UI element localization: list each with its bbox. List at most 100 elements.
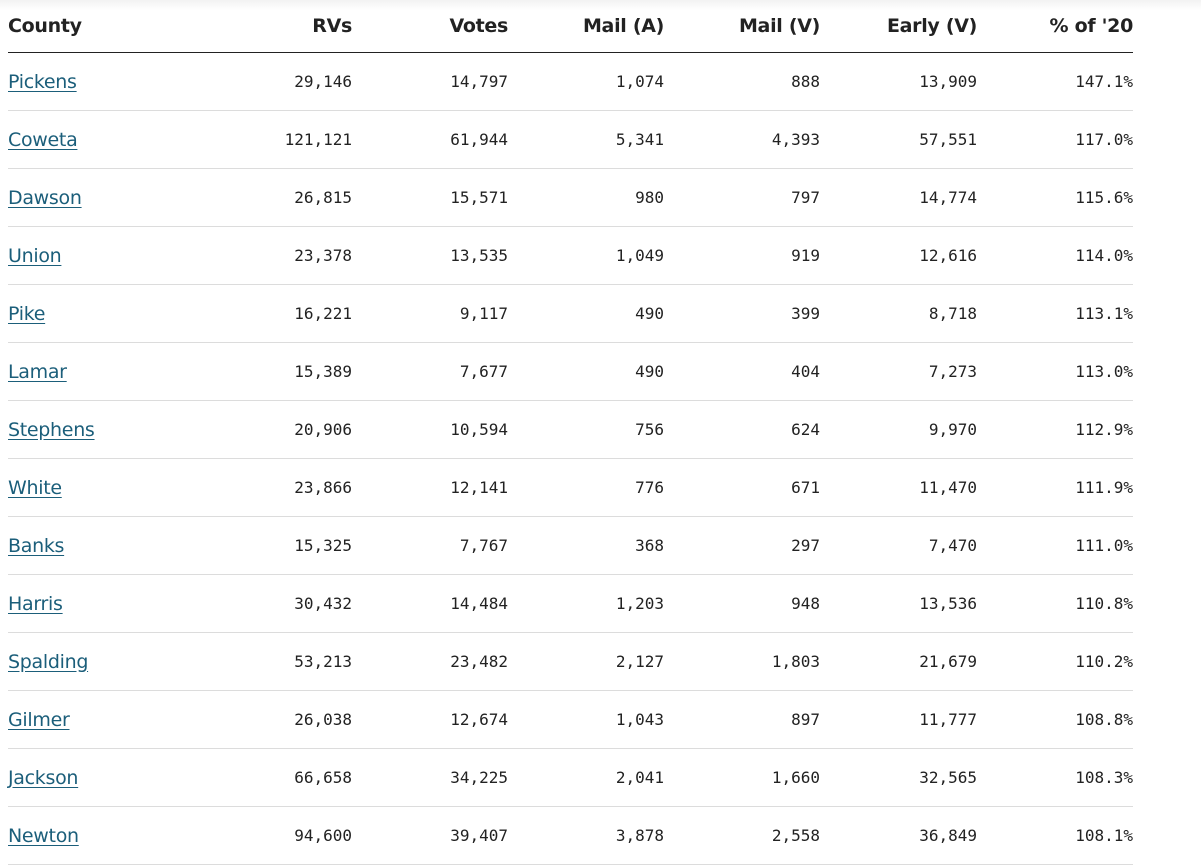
county-link[interactable]: Union [8, 244, 62, 267]
table-row: Pickens 29,146 14,797 1,074 888 13,909 147.1% [8, 52, 1133, 111]
cell-rvs: 23,866 [196, 458, 352, 517]
cell-county: Union [8, 226, 196, 285]
cell-mail-applied: 1,049 [508, 226, 664, 285]
table-row: Newton 94,600 39,407 3,878 2,558 36,849 108.1% [8, 806, 1133, 865]
column-header-pct-of-2020[interactable]: % of '20 [977, 0, 1133, 53]
cell-pct-of-2020: 108.8% [977, 690, 1133, 749]
cell-votes: 15,571 [352, 168, 508, 227]
county-link[interactable]: Pike [8, 302, 46, 325]
cell-mail-applied: 1,074 [508, 52, 664, 111]
cell-mail-applied: 1,043 [508, 690, 664, 749]
cell-pct-of-2020: 112.9% [977, 400, 1133, 459]
cell-mail-applied: 756 [508, 400, 664, 459]
column-header-county[interactable]: County [8, 0, 196, 53]
cell-mail-applied: 490 [508, 284, 664, 343]
cell-rvs: 23,378 [196, 226, 352, 285]
cell-county: Harris [8, 574, 196, 633]
county-link[interactable]: Banks [8, 534, 65, 557]
table-row: Banks 15,325 7,767 368 297 7,470 111.0% [8, 516, 1133, 575]
county-link[interactable]: Harris [8, 592, 63, 615]
cell-mail-applied: 980 [508, 168, 664, 227]
cell-votes: 13,535 [352, 226, 508, 285]
cell-votes: 9,117 [352, 284, 508, 343]
cell-pct-of-2020: 147.1% [977, 52, 1133, 111]
cell-votes: 23,482 [352, 632, 508, 691]
cell-county: Coweta [8, 110, 196, 169]
cell-early-voted: 36,849 [820, 806, 977, 865]
table-row: White 23,866 12,141 776 671 11,470 111.9% [8, 458, 1133, 517]
cell-votes: 39,407 [352, 806, 508, 865]
cell-rvs: 94,600 [196, 806, 352, 865]
cell-mail-applied: 2,041 [508, 748, 664, 807]
cell-early-voted: 7,470 [820, 516, 977, 575]
cell-rvs: 29,146 [196, 52, 352, 111]
table-header: County RVs Votes Mail (A) Mail (V) Early… [8, 0, 1133, 53]
table-row: Gilmer 26,038 12,674 1,043 897 11,777 108.8% [8, 690, 1133, 749]
cell-votes: 61,944 [352, 110, 508, 169]
cell-rvs: 15,325 [196, 516, 352, 575]
county-link[interactable]: Newton [8, 824, 79, 847]
cell-votes: 10,594 [352, 400, 508, 459]
county-link[interactable]: Gilmer [8, 708, 70, 731]
cell-mail-applied: 3,878 [508, 806, 664, 865]
table-row: Pike 16,221 9,117 490 399 8,718 113.1% [8, 284, 1133, 343]
cell-county: Lamar [8, 342, 196, 401]
cell-county: Gilmer [8, 690, 196, 749]
cell-early-voted: 8,718 [820, 284, 977, 343]
column-header-rvs[interactable]: RVs [196, 0, 352, 53]
cell-county: Jackson [8, 748, 196, 807]
cell-early-voted: 7,273 [820, 342, 977, 401]
cell-votes: 12,141 [352, 458, 508, 517]
cell-pct-of-2020: 111.0% [977, 516, 1133, 575]
cell-mail-voted: 624 [664, 400, 820, 459]
cell-early-voted: 13,536 [820, 574, 977, 633]
column-header-mail-voted[interactable]: Mail (V) [664, 0, 820, 53]
cell-mail-applied: 5,341 [508, 110, 664, 169]
cell-mail-voted: 2,558 [664, 806, 820, 865]
county-link[interactable]: Coweta [8, 128, 78, 151]
cell-votes: 14,797 [352, 52, 508, 111]
cell-county: Stephens [8, 400, 196, 459]
cell-pct-of-2020: 108.3% [977, 748, 1133, 807]
county-link[interactable]: Spalding [8, 650, 89, 673]
cell-mail-voted: 948 [664, 574, 820, 633]
header-row: County RVs Votes Mail (A) Mail (V) Early… [8, 0, 1133, 53]
column-header-early-voted[interactable]: Early (V) [820, 0, 977, 53]
table-body: Pickens 29,146 14,797 1,074 888 13,909 147.1% C… [8, 52, 1133, 865]
cell-early-voted: 11,777 [820, 690, 977, 749]
cell-pct-of-2020: 117.0% [977, 110, 1133, 169]
column-header-mail-applied[interactable]: Mail (A) [508, 0, 664, 53]
county-link[interactable]: White [8, 476, 62, 499]
cell-mail-voted: 399 [664, 284, 820, 343]
table-row: Stephens 20,906 10,594 756 624 9,970 112.9% [8, 400, 1133, 459]
cell-rvs: 26,815 [196, 168, 352, 227]
cell-votes: 34,225 [352, 748, 508, 807]
column-header-votes[interactable]: Votes [352, 0, 508, 53]
cell-mail-applied: 368 [508, 516, 664, 575]
county-link[interactable]: Dawson [8, 186, 82, 209]
cell-early-voted: 57,551 [820, 110, 977, 169]
cell-rvs: 15,389 [196, 342, 352, 401]
table-row: Union 23,378 13,535 1,049 919 12,616 114.0% [8, 226, 1133, 285]
county-link[interactable]: Jackson [8, 766, 79, 789]
county-link[interactable]: Stephens [8, 418, 95, 441]
cell-mail-voted: 797 [664, 168, 820, 227]
table-row: Harris 30,432 14,484 1,203 948 13,536 110.8% [8, 574, 1133, 633]
cell-county: Spalding [8, 632, 196, 691]
cell-mail-voted: 671 [664, 458, 820, 517]
cell-mail-voted: 888 [664, 52, 820, 111]
cell-rvs: 121,121 [196, 110, 352, 169]
cell-mail-applied: 490 [508, 342, 664, 401]
cell-rvs: 26,038 [196, 690, 352, 749]
cell-early-voted: 14,774 [820, 168, 977, 227]
cell-county: Dawson [8, 168, 196, 227]
table-row: Dawson 26,815 15,571 980 797 14,774 115.6% [8, 168, 1133, 227]
cell-early-voted: 11,470 [820, 458, 977, 517]
cell-mail-voted: 897 [664, 690, 820, 749]
table-row: Spalding 53,213 23,482 2,127 1,803 21,679 110.… [8, 632, 1133, 691]
cell-mail-applied: 2,127 [508, 632, 664, 691]
cell-rvs: 66,658 [196, 748, 352, 807]
county-link[interactable]: Pickens [8, 70, 77, 93]
cell-mail-voted: 4,393 [664, 110, 820, 169]
county-link[interactable]: Lamar [8, 360, 67, 383]
